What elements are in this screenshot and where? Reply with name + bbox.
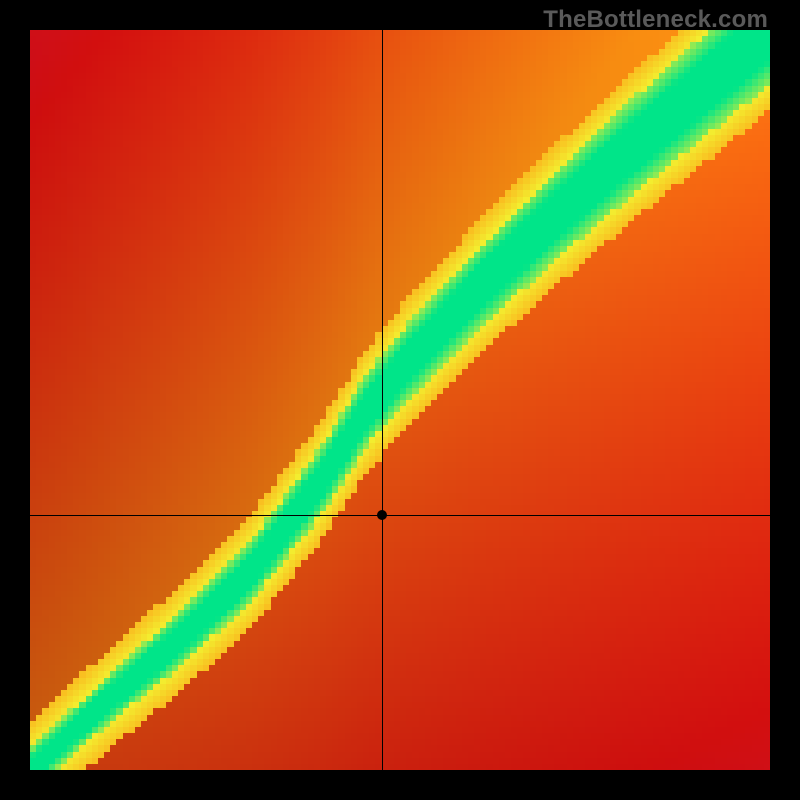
crosshair-vertical <box>382 30 383 770</box>
watermark-text: TheBottleneck.com <box>543 6 768 34</box>
crosshair-marker <box>377 510 387 520</box>
crosshair-horizontal <box>30 515 770 516</box>
heatmap-canvas <box>30 30 770 770</box>
plot-area <box>30 30 770 770</box>
